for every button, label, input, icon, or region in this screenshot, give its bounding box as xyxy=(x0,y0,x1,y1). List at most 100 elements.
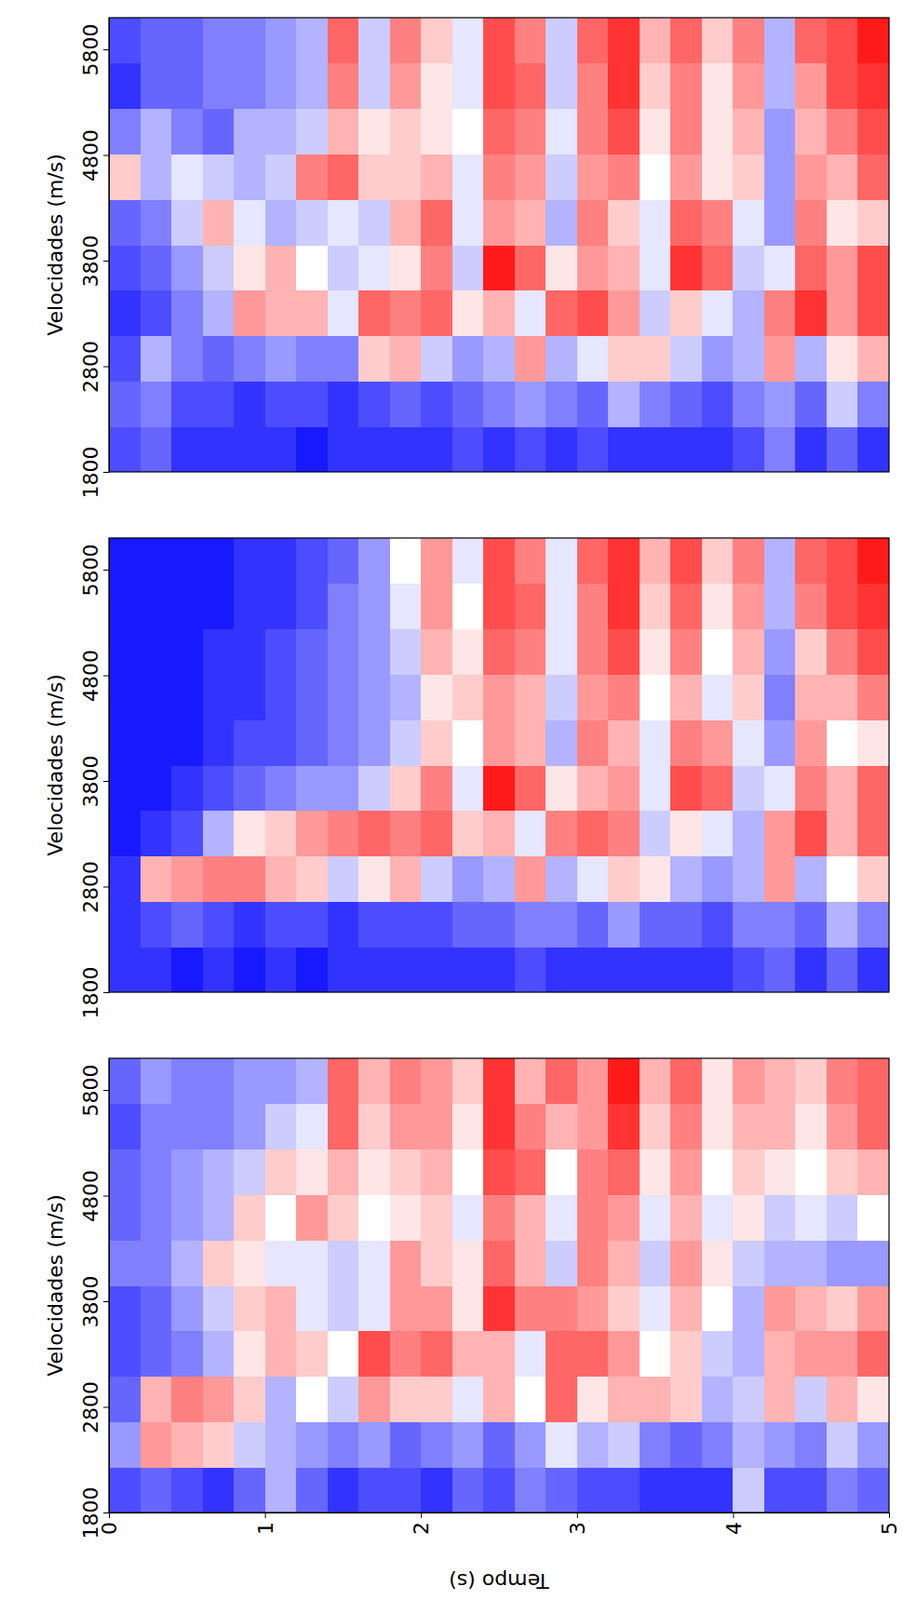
heatmap-cell xyxy=(358,290,391,337)
heatmap-cell xyxy=(483,199,515,245)
heatmap-cell xyxy=(701,1376,734,1423)
y-axis: 18002800380048005800 xyxy=(79,18,110,499)
heatmap-cell xyxy=(108,63,141,109)
heatmap-cell xyxy=(358,244,391,291)
heatmap-cell xyxy=(701,856,734,903)
heatmap-cell xyxy=(732,538,765,584)
heatmap-cell xyxy=(607,538,640,584)
heatmap-cell xyxy=(390,1331,422,1377)
y-tick: 3800 xyxy=(79,1276,109,1329)
heatmap-cell xyxy=(607,153,640,200)
heatmap-cell xyxy=(514,1058,547,1105)
heatmap-cell xyxy=(639,810,672,857)
heatmap-cell xyxy=(420,1331,453,1377)
heatmap-cell xyxy=(483,1104,515,1150)
heatmap-cell xyxy=(327,1331,360,1377)
y-axis-line xyxy=(108,539,110,994)
heatmap-cell xyxy=(732,1376,765,1423)
y-tick: 4800 xyxy=(79,649,109,702)
x-tick-mark xyxy=(889,1512,890,1519)
heatmap-cell xyxy=(577,1467,609,1513)
heatmap-cell xyxy=(265,583,297,630)
heatmap-cell xyxy=(670,1467,702,1513)
heatmap-cell xyxy=(857,1285,890,1332)
heatmap-cell xyxy=(420,1376,453,1423)
heatmap-cell xyxy=(857,1331,890,1377)
heatmap-cell xyxy=(390,290,422,337)
heatmap-cell xyxy=(483,1239,515,1286)
heatmap-cell xyxy=(577,1194,609,1240)
heatmap-cell xyxy=(639,1376,672,1423)
heatmap-cell xyxy=(826,426,859,472)
heatmap-cell xyxy=(670,153,702,200)
heatmap-cell xyxy=(514,856,547,903)
heatmap-cell xyxy=(233,336,266,382)
heatmap-cell xyxy=(108,1331,141,1377)
heatmap-cell xyxy=(171,1421,203,1468)
heatmap-cell xyxy=(265,153,297,200)
heatmap-cell xyxy=(358,1239,391,1286)
heatmap-cell xyxy=(483,244,515,291)
heatmap-cell xyxy=(296,1239,328,1286)
heatmap-cell xyxy=(607,946,640,993)
heatmap-cell xyxy=(202,1239,235,1286)
heatmap-cell xyxy=(140,336,173,382)
heatmap-cell xyxy=(670,901,702,947)
heatmap-cell xyxy=(327,63,360,109)
heatmap-cell xyxy=(483,810,515,857)
y-tick-mark xyxy=(103,992,109,994)
heatmap-cell xyxy=(140,1376,173,1423)
heatmap-cell xyxy=(826,108,859,155)
heatmap-cell xyxy=(202,244,235,291)
heatmap-cell xyxy=(670,810,702,857)
heatmap-cell xyxy=(358,108,391,155)
heatmap-cell xyxy=(108,583,141,630)
heatmap-cell xyxy=(545,380,578,427)
heatmap-cell xyxy=(545,108,578,155)
heatmap-cell xyxy=(108,1376,141,1423)
heatmap-cell xyxy=(701,1331,734,1377)
heatmap-cell xyxy=(514,336,547,382)
heatmap-cell xyxy=(764,1239,796,1286)
x-axis: 012345 xyxy=(97,1512,902,1536)
heatmap-cell xyxy=(296,901,328,947)
heatmap-cell xyxy=(233,629,266,675)
heatmap-cell xyxy=(577,153,609,200)
heatmap-cell xyxy=(670,108,702,155)
heatmap-cell xyxy=(202,946,235,993)
heatmap-cell xyxy=(265,1149,297,1196)
heatmap-cell xyxy=(670,244,702,291)
heatmap-cell xyxy=(296,1421,328,1468)
heatmap-cell xyxy=(795,1149,827,1196)
heatmap-cell xyxy=(732,426,765,472)
heatmap-cell xyxy=(202,1376,235,1423)
heatmap-cell xyxy=(732,629,765,675)
heatmap-cell xyxy=(732,1331,765,1377)
heatmap-cell xyxy=(327,765,360,811)
heatmap-cell xyxy=(202,153,235,200)
heatmap-cell xyxy=(140,1149,173,1196)
heatmap-cell xyxy=(233,380,266,427)
heatmap-cell xyxy=(296,1331,328,1377)
heatmap-cell xyxy=(732,901,765,947)
heatmap-cell xyxy=(764,290,796,337)
heatmap-cell xyxy=(577,946,609,993)
heatmap-cell xyxy=(296,426,328,472)
heatmap-cell xyxy=(358,1331,391,1377)
y-tick-label: 1800 xyxy=(79,967,103,1020)
heatmap-cell xyxy=(764,1285,796,1332)
heatmap-cell xyxy=(639,199,672,245)
heatmap-cell xyxy=(545,336,578,382)
heatmap-cell xyxy=(764,1194,796,1240)
heatmap-cell xyxy=(390,673,422,720)
heatmap-cell xyxy=(140,63,173,109)
heatmap-cell xyxy=(390,538,422,584)
heatmap-cell xyxy=(545,1239,578,1286)
heatmap-cell xyxy=(202,856,235,903)
heatmap-cell xyxy=(732,765,765,811)
heatmap-cell xyxy=(296,336,328,382)
heatmap-cell xyxy=(171,336,203,382)
heatmap-cell xyxy=(140,108,173,155)
heatmap-cell xyxy=(670,629,702,675)
heatmap-cell xyxy=(327,946,360,993)
